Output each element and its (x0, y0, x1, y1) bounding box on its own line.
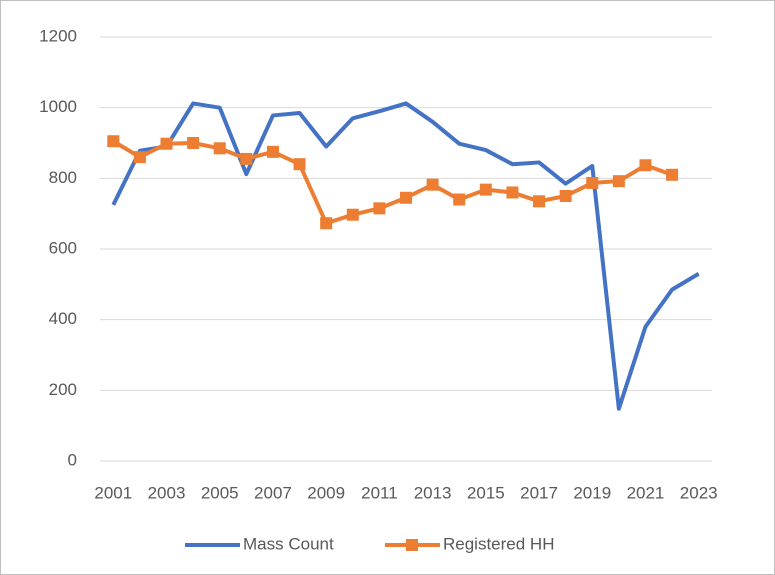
x-tick-label: 2021 (627, 483, 665, 502)
legend-marker (406, 539, 418, 551)
x-tick-label: 2007 (254, 483, 292, 502)
y-tick-label: 600 (49, 238, 77, 257)
marker (320, 217, 333, 230)
marker (479, 183, 492, 196)
marker (373, 202, 386, 215)
marker (213, 142, 226, 155)
x-tick-label: 2003 (148, 483, 186, 502)
legend-label: Registered HH (443, 534, 555, 553)
marker (187, 137, 200, 149)
x-tick-label: 2019 (573, 483, 611, 502)
marker (586, 176, 599, 189)
y-tick-label: 400 (49, 309, 77, 328)
y-tick-label: 800 (49, 168, 77, 187)
marker (107, 135, 120, 148)
legend-label: Mass Count (243, 534, 334, 553)
marker (266, 145, 279, 158)
marker (453, 193, 466, 206)
marker (400, 191, 412, 204)
series-line (111, 101, 700, 411)
marker (639, 159, 652, 172)
x-tick-label: 2011 (361, 483, 398, 502)
marker (293, 158, 306, 171)
series-line (112, 139, 673, 226)
x-tick-label: 2013 (414, 483, 452, 502)
marker (612, 175, 625, 188)
marker (133, 151, 146, 164)
marker (426, 178, 439, 191)
x-tick-label: 2015 (467, 483, 505, 502)
marker (160, 137, 173, 150)
x-tick-label: 2005 (201, 483, 239, 502)
y-tick-label: 1200 (39, 26, 77, 45)
x-tick-label: 2009 (307, 483, 345, 502)
x-tick-label: 2023 (680, 483, 718, 502)
y-tick-label: 0 (68, 450, 77, 469)
marker (346, 208, 359, 221)
marker (240, 152, 253, 165)
marker (666, 168, 679, 181)
y-tick-label: 1000 (39, 97, 77, 116)
marker (533, 195, 546, 208)
x-tick-label: 2001 (94, 483, 132, 502)
marker (506, 186, 519, 199)
y-tick-label: 200 (49, 380, 77, 399)
x-tick-label: 2017 (520, 483, 558, 502)
marker (559, 190, 572, 202)
